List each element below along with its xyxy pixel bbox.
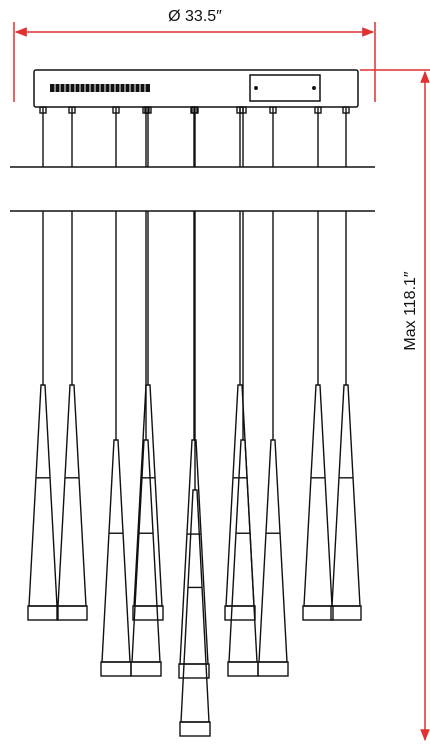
pendant-4 — [132, 106, 164, 621]
pendant-cone — [258, 439, 288, 663]
vent-slots — [54, 84, 146, 92]
pendant-7 — [179, 106, 211, 737]
width-dimension: Ø 33.5″ — [13, 8, 376, 102]
pendant-mount — [112, 106, 120, 114]
pendant-ring — [257, 661, 289, 677]
pendant-ring — [132, 605, 164, 621]
pendant-mount — [191, 106, 199, 114]
pendant-mount — [68, 106, 76, 114]
pendant-9 — [227, 106, 259, 677]
pendant-ring — [330, 605, 362, 621]
pendant-mount — [269, 106, 277, 114]
pendant-10 — [257, 106, 289, 677]
driver-screw-right — [312, 86, 316, 90]
pendant-ring — [302, 605, 334, 621]
pendant-2 — [56, 106, 88, 621]
pendant-ring — [56, 605, 88, 621]
pendant-6 — [178, 106, 210, 679]
cable-break-lines — [10, 166, 375, 212]
pendant-mount — [142, 106, 150, 114]
pendant-cone — [303, 384, 333, 607]
pendant-cone — [225, 384, 255, 607]
pendant-cone — [331, 384, 361, 607]
pendant-3 — [100, 106, 132, 677]
pendant-mount — [314, 106, 322, 114]
pendant-ring — [227, 661, 259, 677]
pendant-mount — [342, 106, 350, 114]
pendant-cone — [131, 439, 161, 663]
pendant-1 — [27, 106, 59, 621]
pendant-ring — [178, 663, 210, 679]
pendant-12 — [330, 106, 362, 621]
canopy-driver-box — [249, 74, 321, 102]
pendant-cone — [28, 384, 58, 607]
pendant-ring — [224, 605, 256, 621]
pendant-ring — [179, 721, 211, 737]
height-dimension: Max 118.1″ — [360, 69, 430, 742]
pendant-group — [27, 106, 362, 737]
pendant-ring — [100, 661, 132, 677]
pendant-ring — [27, 605, 59, 621]
driver-screw-left — [254, 86, 258, 90]
pendant-ring — [130, 661, 162, 677]
canopy — [33, 69, 359, 108]
max-height-label: Max 118.1″ — [402, 271, 419, 351]
pendant-cone — [101, 439, 131, 663]
pendant-cone — [133, 384, 163, 607]
diameter-label: Ø 33.5″ — [168, 8, 222, 25]
pendant-mount — [39, 106, 47, 114]
pendant-mount — [239, 106, 247, 114]
pendant-11 — [302, 106, 334, 621]
pendant-5 — [130, 106, 162, 677]
pendant-cone — [57, 384, 87, 607]
